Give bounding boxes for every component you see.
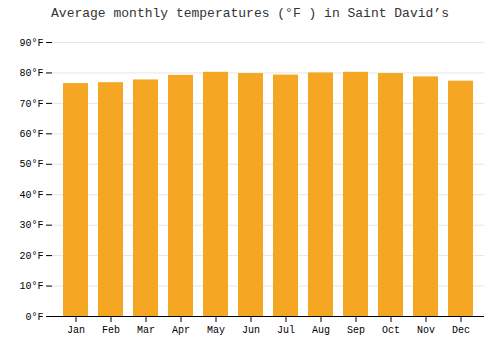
svg-text:30°F: 30°F	[19, 220, 43, 231]
svg-text:Mar: Mar	[137, 325, 155, 336]
svg-text:Jan: Jan	[67, 325, 85, 336]
svg-text:60°F: 60°F	[19, 129, 43, 140]
svg-text:Nov: Nov	[417, 325, 435, 336]
svg-text:Aug: Aug	[312, 325, 330, 336]
svg-text:May: May	[207, 325, 225, 336]
svg-text:80°F: 80°F	[19, 68, 43, 79]
svg-text:40°F: 40°F	[19, 190, 43, 201]
svg-text:Jul: Jul	[277, 325, 295, 336]
svg-text:10°F: 10°F	[19, 281, 43, 292]
svg-text:90°F: 90°F	[19, 38, 43, 49]
svg-text:50°F: 50°F	[19, 159, 43, 170]
svg-text:Feb: Feb	[102, 325, 120, 336]
svg-text:Oct: Oct	[382, 325, 400, 336]
svg-text:20°F: 20°F	[19, 251, 43, 262]
svg-text:Dec: Dec	[452, 325, 470, 336]
svg-text:Jun: Jun	[242, 325, 260, 336]
svg-text:70°F: 70°F	[19, 99, 43, 110]
svg-text:0°F: 0°F	[25, 312, 43, 323]
svg-text:Apr: Apr	[172, 325, 190, 336]
svg-text:Sep: Sep	[347, 325, 365, 336]
html-text:Average monthly temperatures (: Average monthly temperatures (°F ) in Sa…	[51, 6, 449, 21]
